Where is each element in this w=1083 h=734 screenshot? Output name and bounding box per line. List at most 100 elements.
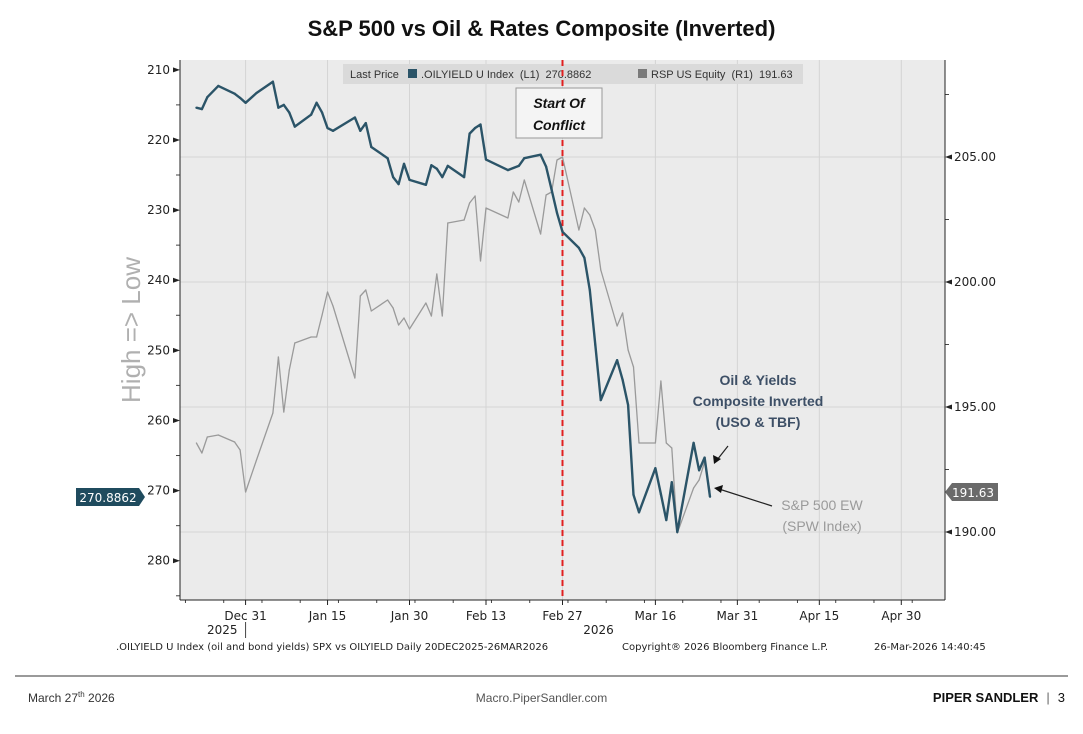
left-tick-label: 210 bbox=[147, 63, 170, 77]
data-point-rsp bbox=[474, 195, 476, 197]
data-point-rsp bbox=[354, 377, 356, 379]
data-point-rsp bbox=[507, 217, 509, 219]
data-point-oilyield bbox=[616, 359, 619, 362]
footer-date-main: March 27 bbox=[28, 691, 79, 705]
data-point-oilyield bbox=[654, 467, 657, 470]
data-point-oilyield bbox=[217, 84, 220, 88]
data-point-oilyield bbox=[594, 343, 597, 346]
right-tick-label: 195.00 bbox=[954, 400, 996, 414]
x-tick-label: Feb 27 bbox=[542, 609, 582, 623]
oil-callout: Oil & Yields Composite Inverted (USO & T… bbox=[693, 372, 824, 430]
spw-callout: S&P 500 EW (SPW Index) bbox=[781, 497, 863, 534]
x-year-label: 2025 bbox=[207, 623, 238, 637]
data-point-oilyield bbox=[463, 176, 466, 179]
data-point-rsp bbox=[616, 325, 618, 327]
data-point-rsp bbox=[665, 442, 667, 444]
oil-callout-line1: Oil & Yields bbox=[719, 372, 796, 388]
start-of-conflict-line2: Conflict bbox=[533, 117, 586, 133]
data-point-rsp bbox=[583, 207, 585, 209]
data-point-oilyield bbox=[665, 518, 668, 522]
legend: Last Price .OILYIELD U Index (L1) 270.88… bbox=[343, 64, 803, 84]
data-point-rsp bbox=[195, 442, 197, 444]
data-point-oilyield bbox=[206, 96, 209, 99]
data-point-rsp bbox=[518, 201, 520, 203]
right-tick-label: 200.00 bbox=[954, 275, 996, 289]
data-point-rsp bbox=[321, 314, 323, 316]
right-tick-label: 190.00 bbox=[954, 525, 996, 539]
data-point-rsp bbox=[288, 369, 290, 371]
data-point-oilyield bbox=[353, 116, 356, 119]
left-tick bbox=[173, 207, 180, 213]
data-point-rsp bbox=[326, 291, 329, 293]
data-point-oilyield bbox=[703, 456, 706, 459]
data-point-oilyield bbox=[583, 256, 586, 259]
data-point-rsp bbox=[403, 317, 405, 319]
data-point-oilyield bbox=[708, 495, 712, 498]
data-point-oilyield bbox=[326, 126, 329, 130]
data-point-rsp bbox=[556, 159, 558, 161]
data-point-oilyield bbox=[670, 481, 673, 484]
footer-divider bbox=[15, 675, 1068, 677]
data-point-rsp bbox=[545, 194, 547, 196]
data-point-oilyield bbox=[293, 125, 296, 128]
left-tick-label: 250 bbox=[147, 343, 170, 357]
footer-site[interactable]: Macro.PiperSandler.com bbox=[475, 691, 608, 705]
arrow-spw-icon bbox=[714, 485, 773, 507]
right-tick bbox=[945, 154, 952, 160]
data-point-oilyield bbox=[239, 96, 242, 99]
data-point-oilyield bbox=[271, 80, 274, 83]
brand-name: PIPER SANDLER bbox=[932, 690, 1039, 705]
data-point-rsp bbox=[239, 449, 241, 451]
left-tick bbox=[173, 488, 180, 494]
y-axis-title: High => Low bbox=[116, 257, 146, 403]
data-point-rsp bbox=[397, 324, 400, 326]
data-point-rsp bbox=[600, 269, 602, 271]
legend-label-oilyield: .OILYIELD U Index (L1) 270.8862 bbox=[421, 69, 591, 81]
data-point-rsp bbox=[561, 156, 564, 158]
right-tick bbox=[945, 404, 952, 410]
copyright: Copyright® 2026 Bloomberg Finance L.P. bbox=[622, 642, 828, 653]
legend-swatch-oilyield bbox=[408, 69, 417, 78]
left-tick bbox=[173, 558, 180, 564]
start-of-conflict-box: Start Of Conflict bbox=[515, 87, 603, 139]
x-tick-label: Mar 16 bbox=[635, 609, 677, 623]
x-tick-label: Jan 15 bbox=[308, 609, 347, 623]
data-point-rsp bbox=[463, 219, 465, 221]
data-point-oilyield bbox=[364, 122, 367, 125]
data-point-rsp bbox=[638, 442, 640, 444]
left-tick-label: 230 bbox=[147, 203, 170, 217]
data-point-oilyield bbox=[435, 167, 438, 170]
data-point-oilyield bbox=[517, 164, 520, 167]
legend-prefix: Last Price bbox=[350, 69, 399, 81]
data-point-rsp bbox=[594, 229, 596, 231]
left-tick-label: 260 bbox=[147, 413, 170, 427]
data-point-oilyield bbox=[599, 399, 602, 402]
data-point-oilyield bbox=[621, 378, 624, 381]
data-point-rsp bbox=[540, 233, 542, 235]
data-point-oilyield bbox=[424, 183, 427, 186]
data-point-rsp bbox=[441, 315, 443, 317]
chart-title: S&P 500 vs Oil & Rates Composite (Invert… bbox=[307, 16, 776, 41]
data-point-rsp bbox=[294, 342, 296, 344]
footer-date-sup: th bbox=[78, 690, 85, 699]
data-point-oilyield bbox=[430, 164, 433, 167]
footer-brand: PIPER SANDLER | 3 bbox=[933, 690, 1065, 705]
data-point-rsp bbox=[479, 260, 482, 262]
data-point-rsp bbox=[627, 349, 629, 351]
last-value-tag-right: 191.63 bbox=[945, 483, 998, 501]
data-point-rsp bbox=[660, 380, 662, 382]
data-point-oilyield bbox=[545, 165, 548, 168]
data-point-rsp bbox=[234, 441, 236, 443]
data-point-oilyield bbox=[632, 493, 635, 496]
data-point-oilyield bbox=[484, 158, 488, 161]
data-point-rsp bbox=[698, 479, 700, 481]
data-point-rsp bbox=[206, 436, 208, 438]
data-point-rsp bbox=[622, 312, 624, 314]
legend-label-rsp: RSP US Equity (R1) 191.63 bbox=[651, 69, 793, 81]
data-point-rsp bbox=[255, 459, 258, 461]
left-tick-label: 270 bbox=[147, 484, 170, 498]
data-point-oilyield bbox=[577, 246, 580, 250]
data-point-oilyield bbox=[637, 511, 641, 514]
data-point-oilyield bbox=[539, 153, 542, 156]
timestamp: 26-Mar-2026 14:40:45 bbox=[874, 642, 986, 653]
